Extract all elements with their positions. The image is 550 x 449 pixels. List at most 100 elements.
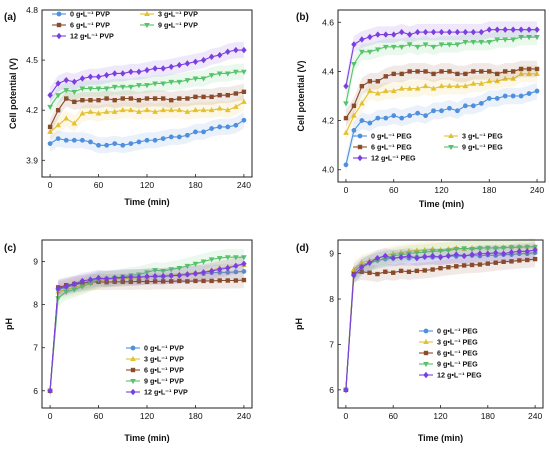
data-point bbox=[406, 42, 413, 48]
data-point bbox=[71, 287, 78, 293]
data-point bbox=[241, 277, 247, 283]
data-point bbox=[446, 83, 453, 89]
data-point bbox=[176, 272, 183, 279]
data-point bbox=[479, 69, 484, 74]
data-point bbox=[462, 39, 469, 46]
data-point bbox=[95, 274, 102, 282]
data-point bbox=[224, 255, 231, 261]
data-point bbox=[55, 93, 61, 99]
data-point bbox=[391, 270, 396, 275]
data-point bbox=[526, 66, 532, 72]
data-point bbox=[502, 93, 508, 99]
data-point bbox=[217, 278, 222, 283]
data-point bbox=[509, 259, 514, 264]
legend-marker bbox=[130, 355, 136, 361]
data-point bbox=[414, 28, 421, 36]
data-point bbox=[358, 264, 365, 271]
data-point bbox=[79, 110, 86, 116]
data-point bbox=[168, 63, 174, 70]
data-point bbox=[201, 94, 206, 100]
data-point bbox=[177, 96, 182, 101]
data-point bbox=[184, 132, 190, 138]
legend-item: 12 g•L⁻¹ PVP bbox=[126, 388, 188, 397]
data-point bbox=[437, 248, 444, 255]
data-point bbox=[454, 42, 461, 48]
data-point bbox=[374, 90, 381, 96]
data-point bbox=[233, 269, 239, 275]
data-point bbox=[47, 91, 53, 99]
data-point bbox=[453, 251, 459, 258]
series-band bbox=[345, 244, 536, 398]
data-point bbox=[111, 84, 118, 90]
data-point bbox=[485, 261, 490, 266]
data-point bbox=[233, 103, 239, 109]
data-point bbox=[233, 91, 239, 96]
data-point bbox=[502, 75, 509, 81]
y-tick-label: 3.9 bbox=[26, 155, 38, 165]
data-point bbox=[462, 103, 468, 109]
data-point bbox=[508, 249, 515, 256]
data-point bbox=[462, 83, 469, 89]
data-point bbox=[391, 113, 397, 119]
data-point bbox=[160, 269, 166, 275]
data-point bbox=[485, 250, 491, 257]
data-point bbox=[453, 247, 460, 253]
data-point bbox=[351, 112, 357, 118]
legend-marker bbox=[423, 371, 429, 379]
data-point bbox=[225, 124, 231, 130]
data-point bbox=[119, 84, 126, 90]
data-point bbox=[518, 66, 524, 72]
legend-item: 0 g•L⁻¹ PVP bbox=[126, 344, 184, 353]
data-point bbox=[430, 267, 435, 272]
data-point bbox=[184, 263, 191, 269]
data-point bbox=[414, 254, 420, 262]
series-c6 bbox=[47, 83, 247, 135]
y-tick-label: 7 bbox=[329, 339, 334, 349]
legend-marker bbox=[56, 22, 62, 28]
data-point bbox=[343, 386, 349, 394]
data-point bbox=[343, 115, 349, 121]
data-point bbox=[47, 141, 53, 146]
data-point bbox=[398, 44, 405, 50]
data-point bbox=[431, 71, 436, 77]
data-point bbox=[422, 28, 429, 36]
data-point bbox=[461, 263, 467, 268]
legend-marker bbox=[357, 133, 363, 139]
data-point bbox=[534, 35, 540, 41]
legend-label: 6 g•L⁻¹ PVP bbox=[70, 21, 110, 30]
data-point bbox=[184, 78, 191, 84]
data-point bbox=[176, 79, 183, 85]
data-point bbox=[406, 269, 412, 274]
data-point bbox=[446, 28, 453, 36]
x-tick-label: 0 bbox=[344, 185, 349, 195]
x-tick-label: 180 bbox=[188, 180, 202, 190]
data-point bbox=[487, 69, 492, 74]
data-point bbox=[120, 70, 126, 77]
legend-label: 9 g•L⁻¹ PEG bbox=[437, 360, 478, 369]
legend-item: 6 g•L⁻¹ PVP bbox=[126, 366, 184, 375]
data-point bbox=[478, 28, 485, 36]
series-c0 bbox=[47, 112, 247, 154]
data-point bbox=[454, 28, 461, 36]
data-point bbox=[144, 83, 150, 89]
data-point bbox=[176, 266, 183, 272]
data-point bbox=[209, 278, 214, 284]
data-point bbox=[470, 103, 476, 109]
y-tick-label: 6 bbox=[329, 385, 334, 395]
data-point bbox=[119, 107, 126, 113]
x-tick-label: 120 bbox=[433, 411, 447, 421]
data-point bbox=[160, 107, 166, 113]
y-tick-label: 4.5 bbox=[26, 55, 38, 65]
data-point bbox=[469, 251, 475, 258]
series-band bbox=[345, 82, 538, 174]
data-point bbox=[192, 270, 199, 277]
chart-panel-0: 0 60 120 180 240 3.9 4.2 4.5 4.8 Time (min) Cell p… bbox=[4, 5, 253, 207]
legend: 0 g•L⁻¹ PVP 3 g•L⁻¹ PVP 6 g•L⁻¹ PVP 9 g•L⁻¹… bbox=[126, 344, 188, 397]
x-tick-label: 0 bbox=[48, 411, 53, 421]
legend: 0 g•L⁻¹ PEG 3 g•L⁻¹ PEG 6 g•L⁻¹ PEG 9 g•L⁻¹… bbox=[353, 132, 503, 163]
series-c9 bbox=[343, 28, 540, 112]
data-point bbox=[144, 273, 150, 280]
data-point bbox=[486, 26, 492, 33]
data-point bbox=[55, 285, 61, 292]
data-point bbox=[233, 262, 239, 270]
